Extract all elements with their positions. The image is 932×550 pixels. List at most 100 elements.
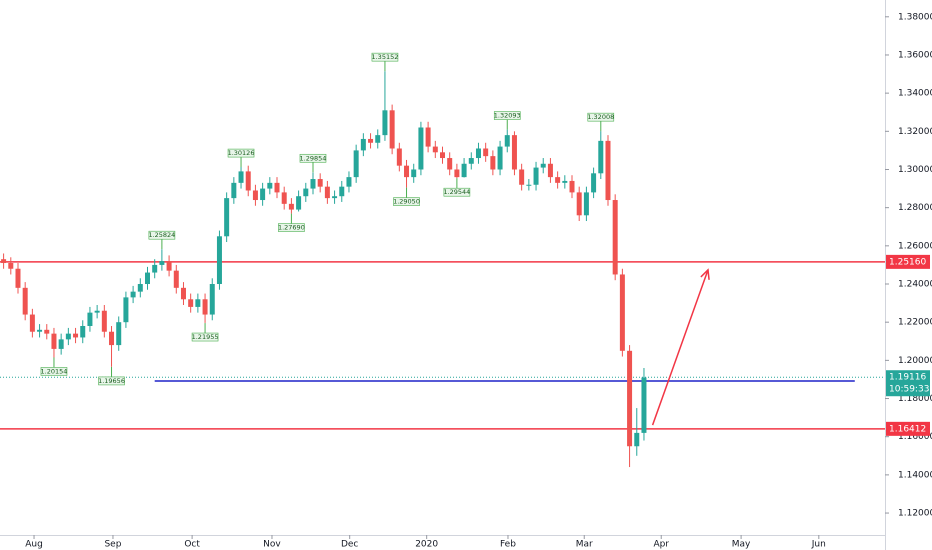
- candle-body: [576, 192, 582, 216]
- candle-body: [310, 179, 316, 189]
- candle-body: [238, 171, 244, 183]
- candle-body: [51, 333, 57, 349]
- candle-body: [296, 196, 302, 210]
- candle-body: [288, 203, 294, 210]
- y-tick-label: 1.12000: [898, 509, 932, 519]
- arrow-head: [700, 268, 710, 280]
- candle-body: [418, 127, 424, 170]
- level-label-box: [886, 421, 930, 436]
- y-tick-label: 1.32000: [898, 127, 932, 137]
- candle-body: [80, 326, 86, 338]
- candle-body: [58, 339, 64, 349]
- candle-body: [627, 350, 633, 447]
- y-tick-label: 1.24000: [898, 280, 932, 290]
- annotation-box: [191, 332, 219, 342]
- candle-body: [454, 169, 460, 178]
- x-tick-label: Feb: [500, 540, 516, 550]
- candle-body: [29, 314, 35, 332]
- annotation-box: [371, 52, 399, 62]
- candle-body: [216, 236, 222, 285]
- annotation-label: 1.19656: [98, 377, 125, 385]
- x-tick-label: Aug: [25, 540, 43, 550]
- annotation-label: 1.32093: [494, 112, 521, 120]
- candle-body: [447, 158, 453, 170]
- candle-body: [159, 261, 165, 265]
- candle-body: [101, 310, 107, 332]
- y-tick-label: 1.28000: [898, 203, 932, 213]
- candle-body: [130, 291, 136, 298]
- level-label-box: [886, 254, 930, 269]
- candle-body: [461, 163, 467, 178]
- annotation-box: [493, 111, 521, 120]
- candle-body: [555, 177, 561, 183]
- candle-body: [641, 377, 647, 433]
- candle-body: [598, 140, 604, 174]
- x-tick-label: Apr: [653, 540, 669, 550]
- candle-body: [332, 196, 338, 199]
- candle-body: [267, 182, 273, 189]
- x-tick-label: Nov: [263, 540, 281, 550]
- candle-body: [432, 146, 438, 153]
- y-tick-label: 1.20000: [898, 356, 932, 366]
- annotation-box: [299, 153, 327, 163]
- annotation-label: 1.30126: [228, 149, 255, 157]
- candle-body: [562, 180, 568, 183]
- x-tick-label: May: [732, 540, 751, 550]
- annotation-label: 1.29544: [443, 188, 470, 196]
- candle-body: [540, 163, 546, 168]
- candle-body: [375, 135, 381, 143]
- arrow-shaft: [651, 269, 709, 426]
- candle-body: [497, 146, 503, 170]
- annotation-box: [98, 376, 125, 386]
- x-tick-label: Jun: [811, 540, 826, 550]
- x-tick-label: Dec: [341, 540, 358, 550]
- candle-body: [87, 312, 93, 327]
- annotation-box: [393, 197, 420, 206]
- candle-body: [188, 299, 194, 307]
- x-tick-label: 2020: [415, 540, 438, 550]
- candle-body: [274, 182, 280, 193]
- candle-body: [260, 188, 266, 201]
- candle-body: [137, 284, 143, 292]
- candle-body: [180, 287, 186, 300]
- candle-body: [404, 165, 410, 178]
- last-price-box: [886, 370, 930, 397]
- candle-body: [65, 333, 71, 340]
- annotation-label: 1.32008: [587, 113, 614, 121]
- candle-body: [591, 173, 597, 193]
- candle-body: [619, 274, 625, 351]
- candle-body: [504, 135, 510, 147]
- candle-body: [583, 192, 589, 216]
- y-tick-label: 1.30000: [898, 165, 932, 175]
- candle-body: [303, 188, 309, 197]
- annotation-box: [443, 187, 471, 197]
- candle-body: [547, 163, 553, 178]
- candle-body: [116, 322, 122, 346]
- candle-body: [440, 152, 445, 159]
- candle-body: [360, 138, 366, 151]
- y-tick-label: 1.36000: [898, 50, 932, 60]
- y-tick-label: 1.34000: [898, 89, 932, 99]
- candle-body: [15, 268, 21, 288]
- candle-body: [425, 127, 431, 147]
- candle-body: [1, 259, 7, 264]
- countdown-label: 10:59:33: [889, 385, 929, 395]
- x-tick-label: Oct: [184, 540, 200, 550]
- y-tick-label: 1.26000: [898, 241, 932, 251]
- candle-body: [324, 186, 330, 199]
- y-tick-label: 1.16000: [898, 432, 932, 442]
- candle-body: [490, 156, 496, 170]
- candle-body: [44, 329, 50, 334]
- y-tick-label: 1.22000: [898, 318, 932, 328]
- candle-body: [195, 299, 201, 307]
- candle-body: [209, 284, 215, 315]
- annotation-label: 1.25824: [148, 231, 175, 239]
- candle-body: [382, 110, 388, 136]
- candle-body: [109, 331, 115, 346]
- candle-body: [152, 264, 158, 273]
- candle-body: [569, 180, 575, 193]
- candle-body: [224, 198, 230, 237]
- candle-body: [396, 148, 402, 166]
